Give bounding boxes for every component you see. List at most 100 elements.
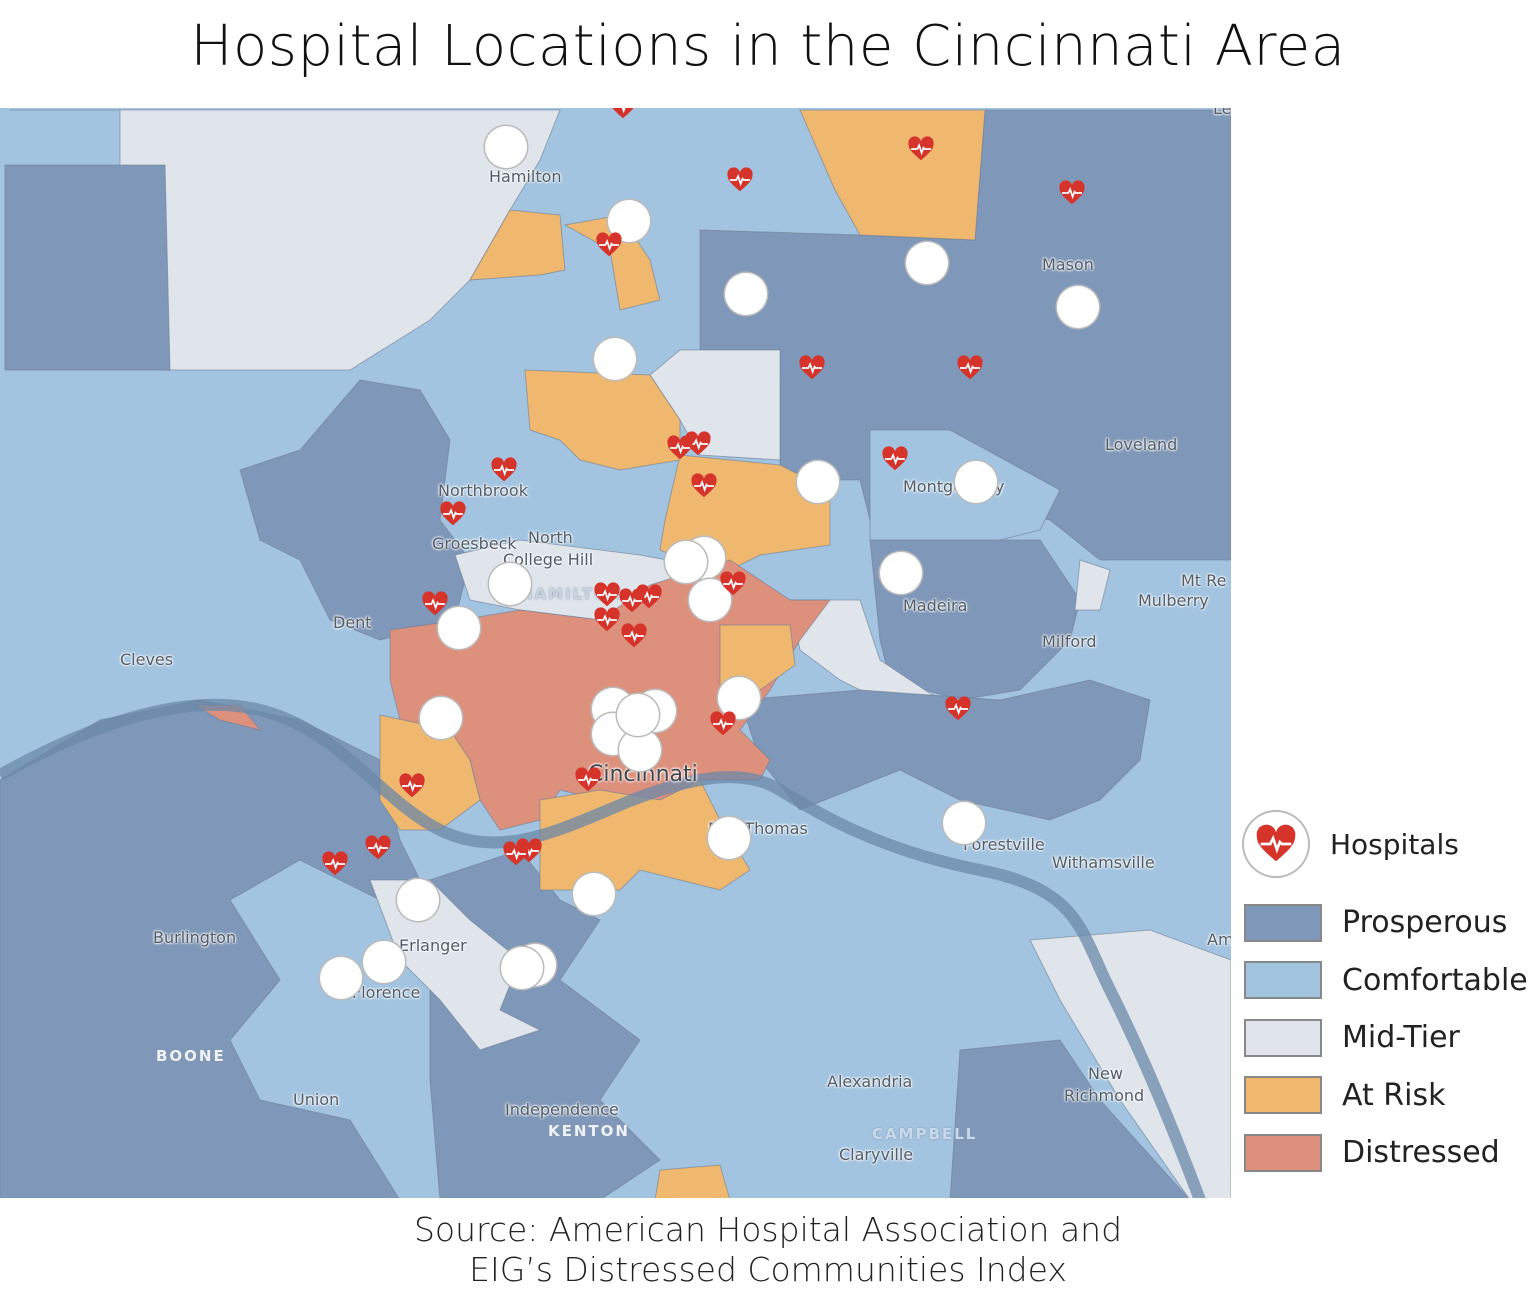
heart-pulse-icon — [594, 582, 620, 607]
heart-pulse-icon — [720, 571, 746, 596]
map-title: Hospital Locations in the Cincinnati Are… — [190, 14, 1346, 79]
place-label: Withamsville — [1052, 853, 1155, 872]
hospital-marker[interactable] — [725, 167, 767, 315]
region-prosperous — [949, 1039, 1189, 1198]
hospital-marker[interactable] — [880, 446, 922, 594]
legend-item-prosperous: Prosperous — [1244, 894, 1528, 952]
place-label: Mt Re — [1181, 571, 1227, 590]
legend-label: Prosperous — [1342, 905, 1508, 941]
legend-item-comfortable: Comfortable — [1244, 952, 1528, 1010]
place-label: Mulberry — [1138, 591, 1209, 610]
place-label: Union — [293, 1090, 340, 1109]
hospital-marker[interactable] — [665, 435, 707, 583]
legend-swatch — [1244, 1076, 1322, 1115]
heart-pulse-icon — [945, 696, 971, 721]
place-label: Forestville — [963, 835, 1045, 854]
heart-pulse-icon — [908, 136, 934, 161]
place-label: Groesbeck — [432, 534, 517, 553]
place-label: Am — [1207, 930, 1231, 949]
heart-pulse-icon — [799, 355, 825, 380]
heart-pulse-icon — [440, 501, 466, 526]
place-label: Independence — [505, 1100, 619, 1119]
hospital-marker[interactable] — [420, 591, 462, 739]
hospital-marker[interactable] — [718, 571, 760, 719]
place-label: Hamilton — [489, 167, 562, 186]
hospital-marker[interactable] — [573, 767, 615, 915]
legend-label: Comfortable — [1342, 962, 1528, 998]
place-label: Northbrook — [438, 481, 528, 500]
heart-pulse-icon — [365, 835, 391, 860]
legend-label: Hospitals — [1330, 827, 1459, 861]
region-mid-tier — [369, 879, 542, 1051]
choropleth-map[interactable]: Hamilton Mason Loveland Montgomery North… — [0, 108, 1231, 1198]
hospital-marker[interactable] — [363, 835, 405, 983]
legend-swatch — [1244, 1133, 1322, 1172]
heart-pulse-icon — [710, 711, 736, 736]
place-label: Claryville — [839, 1145, 914, 1164]
region-at-risk — [524, 369, 681, 471]
region-prosperous — [739, 679, 1151, 821]
heart-pulse-icon — [621, 623, 647, 648]
place-label: Le — [1213, 108, 1231, 118]
hospital-marker[interactable] — [438, 501, 480, 649]
heart-pulse-icon — [594, 607, 620, 632]
hospital-marker[interactable] — [617, 588, 659, 736]
hospital-marker[interactable] — [594, 232, 636, 380]
legend-item-hospitals: Hospitals — [1244, 808, 1528, 880]
hospital-marker[interactable] — [708, 711, 750, 859]
source-note: Source: American Hospital Association an… — [0, 1210, 1536, 1290]
place-label: New — [1088, 1064, 1123, 1083]
heart-pulse-icon — [957, 355, 983, 380]
region-at-risk — [469, 209, 566, 281]
map-regions — [0, 109, 1231, 1198]
hospital-marker[interactable] — [489, 457, 531, 605]
legend-item-at-risk: At Risk — [1244, 1067, 1528, 1125]
place-label: Milford — [1042, 632, 1097, 651]
legend-swatch — [1244, 961, 1322, 1000]
hospital-marker[interactable] — [906, 136, 948, 284]
heart-pulse-icon — [685, 431, 711, 456]
county-label: KENTON — [548, 1122, 630, 1140]
hospital-marker[interactable] — [955, 355, 997, 503]
hospital-marker[interactable] — [320, 851, 362, 999]
place-label: Erlanger — [399, 936, 467, 955]
heart-pulse-icon — [727, 167, 753, 192]
legend-item-distressed: Distressed — [1244, 1124, 1528, 1182]
region-mid-tier — [1029, 929, 1231, 1198]
place-label: North — [528, 528, 573, 547]
hospital-marker[interactable] — [485, 126, 527, 168]
place-label: Richmond — [1064, 1086, 1145, 1105]
heart-pulse-icon — [596, 232, 622, 257]
place-label: Dent — [333, 613, 372, 632]
heart-pulse-icon — [422, 591, 448, 616]
hospital-marker[interactable] — [689, 473, 731, 621]
legend-swatch — [1244, 903, 1322, 942]
heart-pulse-icon — [399, 773, 425, 798]
hospital-marker[interactable] — [797, 355, 839, 503]
heart-pulse-icon — [619, 588, 645, 613]
heart-pulse-icon — [322, 851, 348, 876]
place-label: Alexandria — [827, 1072, 913, 1091]
hospital-marker[interactable] — [619, 623, 661, 771]
heart-pulse-icon — [667, 435, 693, 460]
hospital-marker[interactable] — [501, 841, 543, 989]
source-line: EIG’s Distressed Communities Index — [469, 1250, 1067, 1289]
heart-pulse-icon — [1244, 812, 1308, 876]
region-at-risk — [719, 624, 796, 691]
county-label: BOONE — [156, 1047, 226, 1065]
region-at-risk — [654, 1164, 730, 1198]
ohio-river — [0, 698, 1206, 1198]
hospital-marker[interactable] — [1057, 180, 1099, 328]
heart-pulse-icon — [612, 108, 634, 119]
heart-pulse-icon — [491, 457, 517, 482]
hospital-marker[interactable] — [397, 773, 439, 921]
place-label: Burlington — [153, 928, 237, 947]
region-mid-tier — [1074, 559, 1111, 611]
region-at-risk — [799, 109, 986, 241]
legend-swatch — [1244, 1018, 1322, 1057]
hospital-marker[interactable] — [943, 696, 985, 844]
region-prosperous — [4, 164, 171, 371]
legend-label: At Risk — [1342, 1077, 1446, 1113]
legend: Hospitals Prosperous Comfortable Mid-Tie… — [1244, 808, 1528, 1182]
